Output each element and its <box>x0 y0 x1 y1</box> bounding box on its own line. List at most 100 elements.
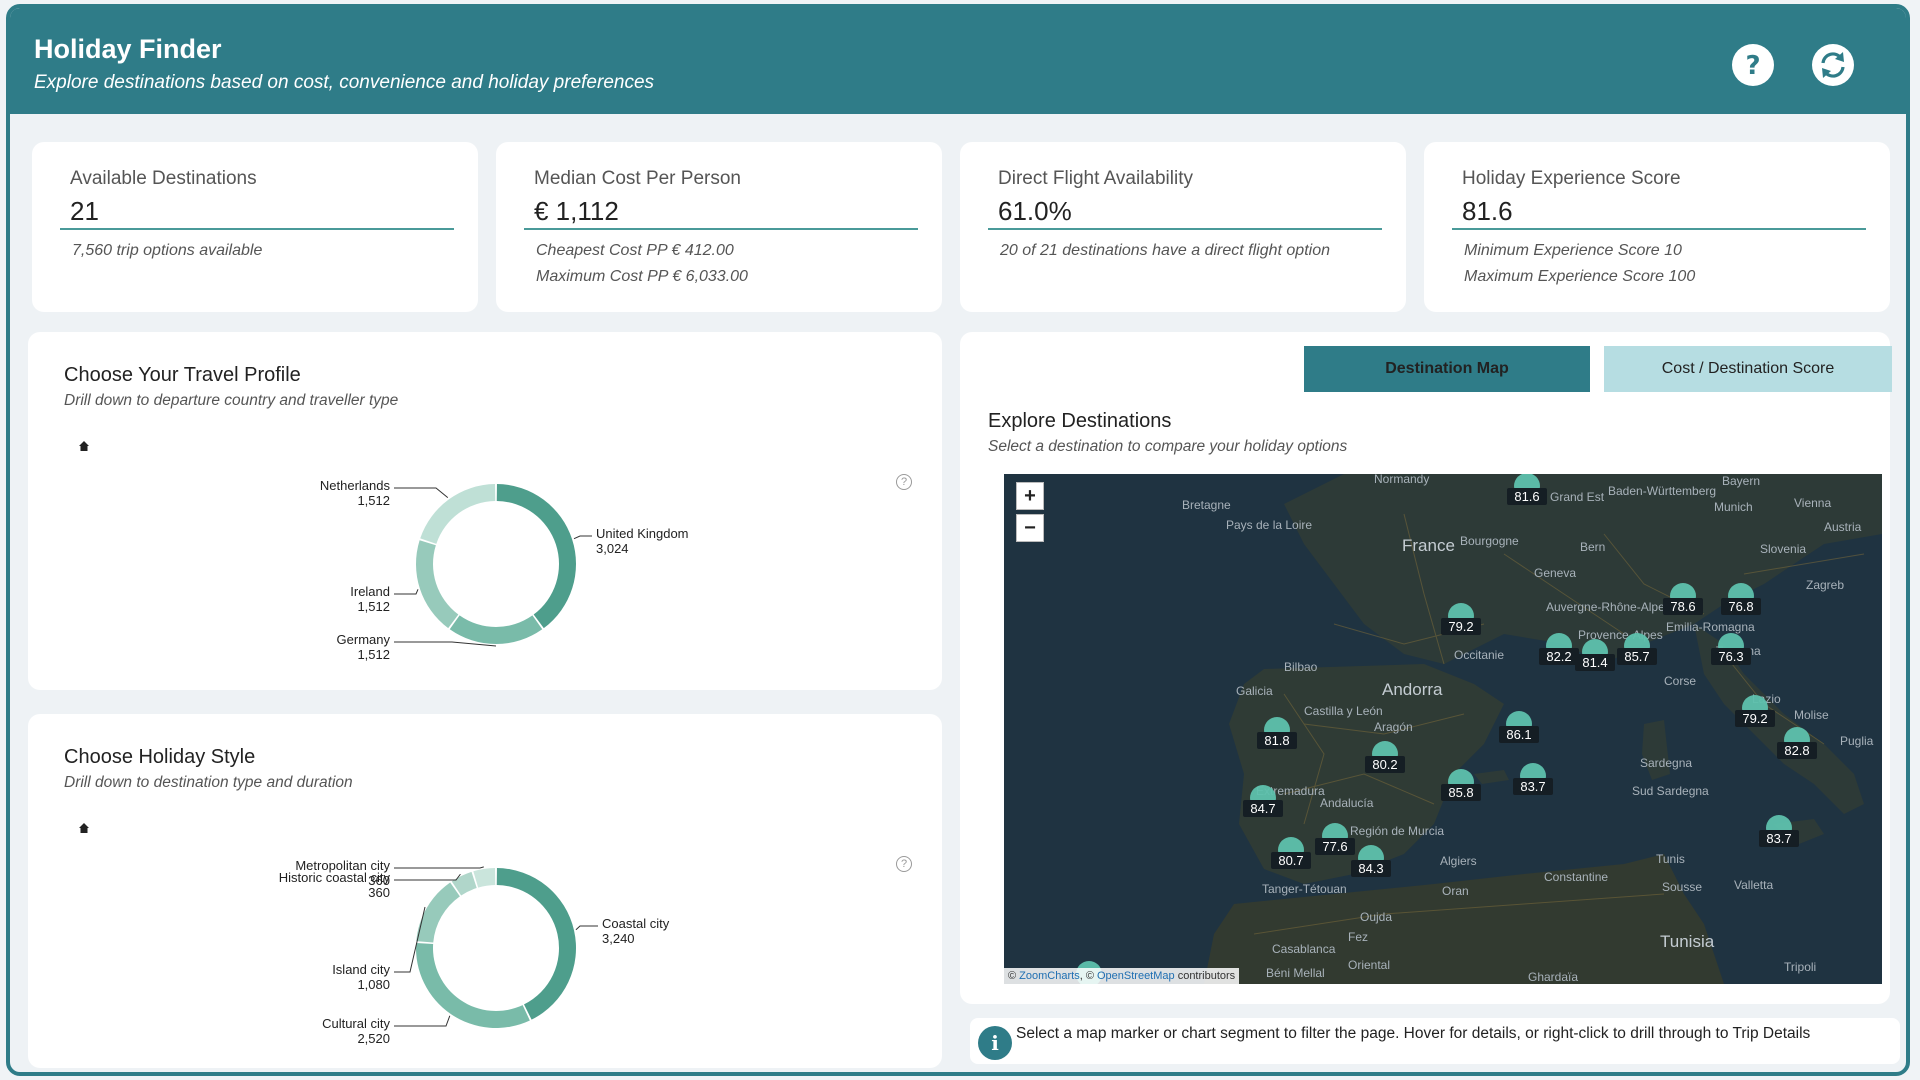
kpi-divider <box>60 228 454 230</box>
marker-value: 84.3 <box>1351 860 1391 877</box>
destination-map[interactable]: France Andorra Tunisia Normandy Bretagne… <box>1004 474 1882 984</box>
map-label: Andalucía <box>1320 796 1374 810</box>
kpi-label: Holiday Experience Score <box>1462 168 1681 189</box>
kpi-direct-flight[interactable]: Direct Flight Availability 61.0% 20 of 2… <box>960 142 1406 312</box>
kpi-label: Direct Flight Availability <box>998 168 1194 189</box>
map-marker[interactable]: 79.2 <box>1441 603 1481 635</box>
donut-segment-metropolitan-city[interactable] <box>473 868 496 888</box>
home-icon[interactable] <box>78 440 90 452</box>
zoom-in-button[interactable]: + <box>1016 482 1044 510</box>
map-marker[interactable]: 84.3 <box>1351 845 1391 877</box>
map-marker[interactable]: 85.8 <box>1441 769 1481 801</box>
map-label: Molise <box>1794 708 1829 722</box>
kpi-sub-2: Maximum Cost PP € 6,033.00 <box>536 268 748 285</box>
home-icon[interactable] <box>78 822 90 834</box>
map-label: Emilia-Romagna <box>1666 620 1755 634</box>
marker-value: 86.1 <box>1499 726 1539 743</box>
help-button[interactable]: ? <box>1732 44 1774 86</box>
map-label: Zagreb <box>1806 578 1845 592</box>
marker-value: 81.8 <box>1257 732 1297 749</box>
map-marker[interactable]: 82.8 <box>1777 727 1817 759</box>
map-marker[interactable]: 81.8 <box>1257 717 1297 749</box>
map-label: Tanger-Tétouan <box>1262 882 1347 896</box>
donut-label-category: Island city <box>332 962 390 977</box>
section-title: Choose Your Travel Profile <box>64 364 301 386</box>
kpi-median-cost[interactable]: Median Cost Per Person € 1,112 Cheapest … <box>496 142 942 312</box>
donut-label: Netherlands 1,512 <box>320 478 390 508</box>
map-marker[interactable]: 76.8 <box>1721 583 1761 615</box>
kpi-divider <box>988 228 1382 230</box>
donut-label: United Kingdom 3,024 <box>596 526 689 556</box>
leader-line <box>394 589 419 595</box>
donut-label-value: 360 <box>368 873 390 888</box>
donut-label-value: 1,512 <box>357 599 390 614</box>
travel-profile-donut[interactable] <box>28 332 942 690</box>
map-marker[interactable]: 76.3 <box>1711 633 1751 665</box>
zoom-out-button[interactable]: − <box>1016 514 1044 542</box>
map-label: Normandy <box>1374 474 1430 486</box>
donut-segment-ireland[interactable] <box>416 540 459 629</box>
donut-label-category: United Kingdom <box>596 526 689 541</box>
donut-segment-island-city[interactable] <box>416 882 460 943</box>
marker-value: 79.2 <box>1441 618 1481 635</box>
map-label: Región de Murcia <box>1350 824 1445 838</box>
kpi-sub-1: 7,560 trip options available <box>72 242 263 259</box>
tab-destination-map[interactable]: Destination Map <box>1304 346 1590 392</box>
attribution-mid: , © <box>1079 970 1097 982</box>
donut-segment-united-kingdom[interactable] <box>496 484 576 629</box>
donut-segment-coastal-city[interactable] <box>496 868 576 1020</box>
map-marker[interactable]: 80.7 <box>1271 837 1311 869</box>
info-icon[interactable]: ? <box>896 474 912 490</box>
kpi-sub-2-value: 100 <box>1668 268 1696 285</box>
kpi-value: 81.6 <box>1462 196 1513 226</box>
map-marker[interactable]: 83.7 <box>1759 815 1799 847</box>
info-circle-icon: i <box>978 1026 1012 1060</box>
marker-value: 82.8 <box>1777 742 1817 759</box>
map-label: Constantine <box>1544 870 1609 884</box>
zoomcharts-link[interactable]: ZoomCharts <box>1019 970 1080 982</box>
leader-line <box>394 873 461 881</box>
map-label: Oran <box>1442 884 1469 898</box>
map-marker[interactable]: 83.7 <box>1513 763 1553 795</box>
marker-value: 83.7 <box>1759 830 1799 847</box>
map-label: Grand Est <box>1550 490 1605 504</box>
map-label: Geneva <box>1534 566 1577 580</box>
map-label: Slovenia <box>1760 542 1807 556</box>
donut-label-value: 3,024 <box>596 541 629 556</box>
map-label: Pays de la Loire <box>1226 518 1313 532</box>
map-marker[interactable]: 77.6 <box>1315 823 1355 855</box>
map-label: Bayern <box>1722 474 1761 488</box>
tab-cost-destination-score[interactable]: Cost / Destination Score <box>1604 346 1892 392</box>
donut-segment-cultural-city[interactable] <box>415 942 530 1028</box>
map-marker[interactable]: 82.2 <box>1539 633 1579 665</box>
donut-label-value: 2,520 <box>357 1031 390 1046</box>
map-marker[interactable]: 84.7 <box>1243 785 1283 817</box>
leader-line <box>394 906 426 973</box>
section-subtitle: Drill down to departure country and trav… <box>64 392 399 409</box>
holiday-style-donut[interactable] <box>28 714 942 1068</box>
map-marker[interactable]: 78.6 <box>1663 583 1703 615</box>
map-background <box>1204 474 1882 984</box>
marker-value: 81.6 <box>1507 488 1547 505</box>
kpi-value: 21 <box>70 196 99 226</box>
info-icon[interactable]: ? <box>896 856 912 872</box>
map-marker[interactable]: 86.1 <box>1499 711 1539 743</box>
donut-segment-netherlands[interactable] <box>420 484 496 544</box>
donut-segment-germany[interactable] <box>449 615 543 644</box>
kpi-available-destinations[interactable]: Available Destinations 21 7,560 trip opt… <box>32 142 478 312</box>
kpi-label: Available Destinations <box>70 168 257 189</box>
map-marker[interactable]: 80.2 <box>1365 741 1405 773</box>
openstreetmap-link[interactable]: OpenStreetMap <box>1096 970 1175 982</box>
map-marker[interactable]: 81.4 <box>1575 639 1615 671</box>
donut-label-value: 1,080 <box>357 977 390 992</box>
map-marker[interactable]: 85.7 <box>1617 633 1657 665</box>
map-label: Tunis <box>1656 852 1685 866</box>
map-marker[interactable]: 79.2 <box>1735 695 1775 727</box>
kpi-experience-score[interactable]: Holiday Experience Score 81.6 Minimum Ex… <box>1424 142 1890 312</box>
map-label: France <box>1402 536 1455 555</box>
map-label: Austria <box>1824 520 1862 534</box>
map-marker[interactable]: 81.6 <box>1507 474 1547 505</box>
leader-line <box>394 641 497 647</box>
map-label: Sud Sardegna <box>1632 784 1709 798</box>
refresh-button[interactable] <box>1812 44 1854 86</box>
